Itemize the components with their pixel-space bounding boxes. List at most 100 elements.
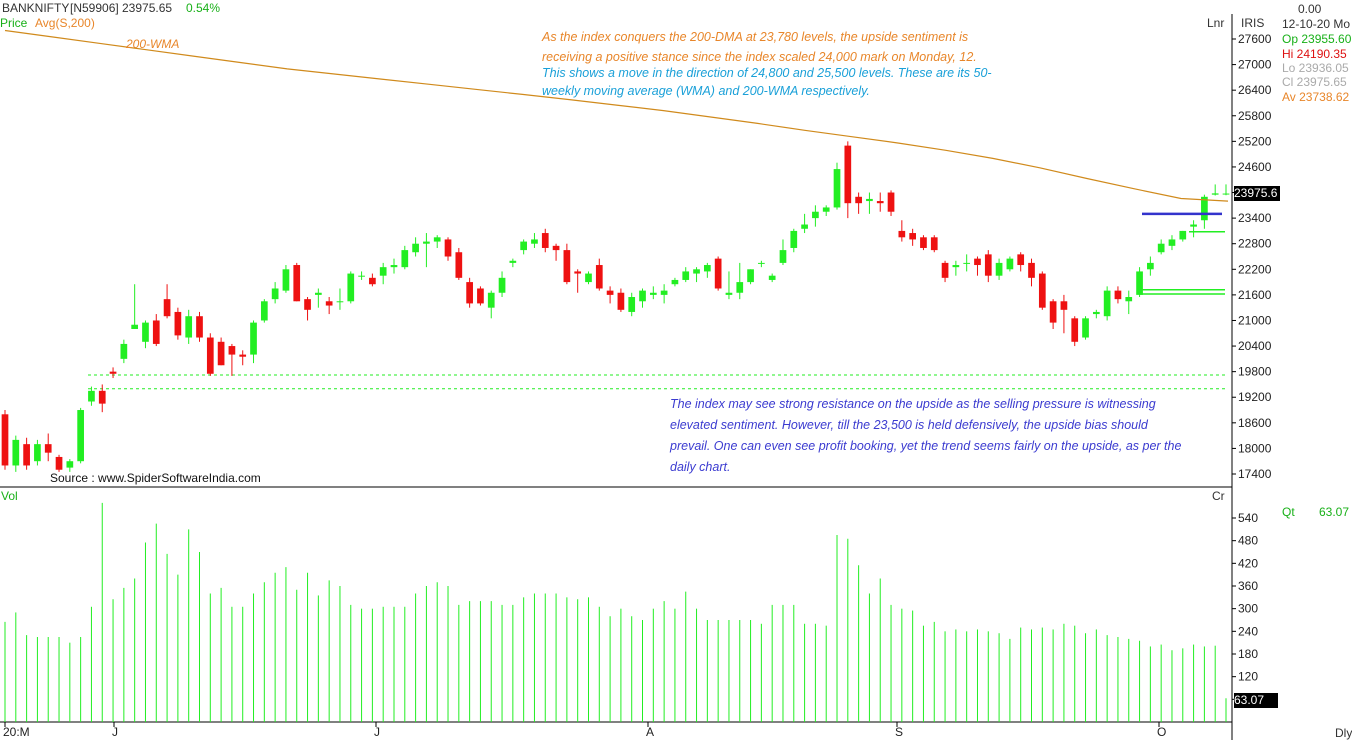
candle-body xyxy=(358,275,365,277)
candle-body xyxy=(779,250,787,263)
candle-body xyxy=(34,444,41,462)
candle-body xyxy=(423,241,430,244)
price-tick-label: 19200 xyxy=(1238,390,1272,404)
candle-body xyxy=(142,322,149,342)
candle-body xyxy=(55,456,63,470)
candle-body xyxy=(88,390,95,402)
candle-body xyxy=(336,301,344,303)
candle-body xyxy=(412,243,419,253)
volume-tick-label: 300 xyxy=(1238,602,1258,616)
candle-body xyxy=(1211,193,1219,195)
price-tick-label: 27000 xyxy=(1238,58,1272,72)
time-tick-label: J xyxy=(374,725,380,739)
candle-body xyxy=(563,250,571,283)
brand-label: IRIS xyxy=(1241,16,1265,30)
candle-body xyxy=(1147,262,1154,270)
candle-body xyxy=(66,461,74,468)
candle-body xyxy=(498,277,506,293)
candle-body xyxy=(585,273,592,283)
candle-body xyxy=(12,439,20,466)
volume-tick-label: 420 xyxy=(1238,556,1258,570)
candle-body xyxy=(174,311,182,336)
avg-legend: Avg(S,200) xyxy=(35,16,95,30)
candle-body xyxy=(574,271,582,274)
price-tick-label: 23400 xyxy=(1238,211,1272,225)
candle-body xyxy=(595,265,603,289)
price-tick-label: 24600 xyxy=(1238,160,1272,174)
volume-tick-label: 240 xyxy=(1238,624,1258,638)
price-tick-label: 17400 xyxy=(1238,467,1272,481)
candle-body xyxy=(855,196,862,204)
candle-body xyxy=(898,230,906,238)
candle-body xyxy=(1071,318,1079,342)
price-tick-label: 25800 xyxy=(1238,109,1272,123)
time-tick-label: O xyxy=(1157,725,1166,739)
candle-body xyxy=(887,192,895,212)
volume-tick-label: 180 xyxy=(1238,647,1258,661)
volume-tag: 63.07 xyxy=(1234,693,1278,708)
candle-body xyxy=(1103,290,1111,317)
candle-body xyxy=(1190,224,1197,227)
volume-tick-label: 540 xyxy=(1238,511,1258,525)
candle-body xyxy=(984,254,992,276)
candle-body xyxy=(466,282,473,304)
candle-body xyxy=(444,239,452,257)
price-legend: Price xyxy=(0,16,28,30)
qt-value: 63.07 xyxy=(1319,505,1350,519)
candle-body xyxy=(606,290,614,295)
price-tick-label: 21600 xyxy=(1238,288,1272,302)
candle-body xyxy=(671,279,679,285)
candle-body xyxy=(758,262,765,264)
candle-body xyxy=(109,371,117,374)
candle-body xyxy=(725,292,733,295)
candle-body xyxy=(768,275,776,280)
candle-body xyxy=(325,301,333,306)
time-tick-label: A xyxy=(646,725,654,739)
annotation-bottom-line4: daily chart. xyxy=(670,460,731,474)
candle-body xyxy=(1082,318,1089,338)
candle-body xyxy=(736,282,744,293)
annotation-bottom-line3: prevail. One can even see profit booking… xyxy=(670,439,1182,453)
candle-body xyxy=(920,237,927,248)
volume-tick-label: 480 xyxy=(1238,534,1258,548)
time-tick-label: J xyxy=(112,725,118,739)
candle-body xyxy=(1006,258,1014,270)
volume-corner: Cr xyxy=(1212,489,1225,503)
candle-body xyxy=(812,211,819,219)
candle-body xyxy=(1136,271,1143,295)
candle-body xyxy=(455,252,463,278)
ohlc-open: Op 23955.60 xyxy=(1282,32,1352,46)
symbol-name: BANKNIFTY xyxy=(2,1,70,15)
symbol-code: [N59906] xyxy=(70,1,119,15)
candle-body xyxy=(98,390,106,404)
candle-body xyxy=(941,262,949,278)
scale-mode: Lnr xyxy=(1207,16,1225,30)
source-label: Source : www.SpiderSoftwareIndia.com xyxy=(50,471,261,485)
price-tag: 23975.6 xyxy=(1234,186,1280,201)
candle-body xyxy=(541,233,549,248)
ohlc-low: Lo 23936.05 xyxy=(1282,61,1349,75)
candle-body xyxy=(185,316,193,338)
annotation-bottom-line2: elevated sentiment. However, till the 23… xyxy=(670,418,1148,432)
period-label: Dly xyxy=(1335,726,1352,740)
candle-body xyxy=(1,414,9,466)
candle-body xyxy=(747,269,754,283)
candle-body xyxy=(703,265,711,272)
time-tick-label: S xyxy=(895,725,903,739)
candle-body xyxy=(77,410,84,462)
candle-body xyxy=(250,322,257,355)
candle-body xyxy=(1049,301,1057,323)
candle-body xyxy=(304,299,311,310)
annotation-top-line1: As the index conquers the 200-DMA at 23,… xyxy=(542,30,969,44)
candle-body xyxy=(1028,262,1035,278)
candle-body xyxy=(44,444,52,453)
candle-body xyxy=(1125,297,1133,302)
candle-body xyxy=(487,292,495,308)
candle-body xyxy=(228,346,236,355)
candle-body xyxy=(963,262,971,264)
candle-body xyxy=(822,207,830,212)
candle-body xyxy=(196,316,203,338)
time-tick-label: 20:M xyxy=(3,725,30,739)
